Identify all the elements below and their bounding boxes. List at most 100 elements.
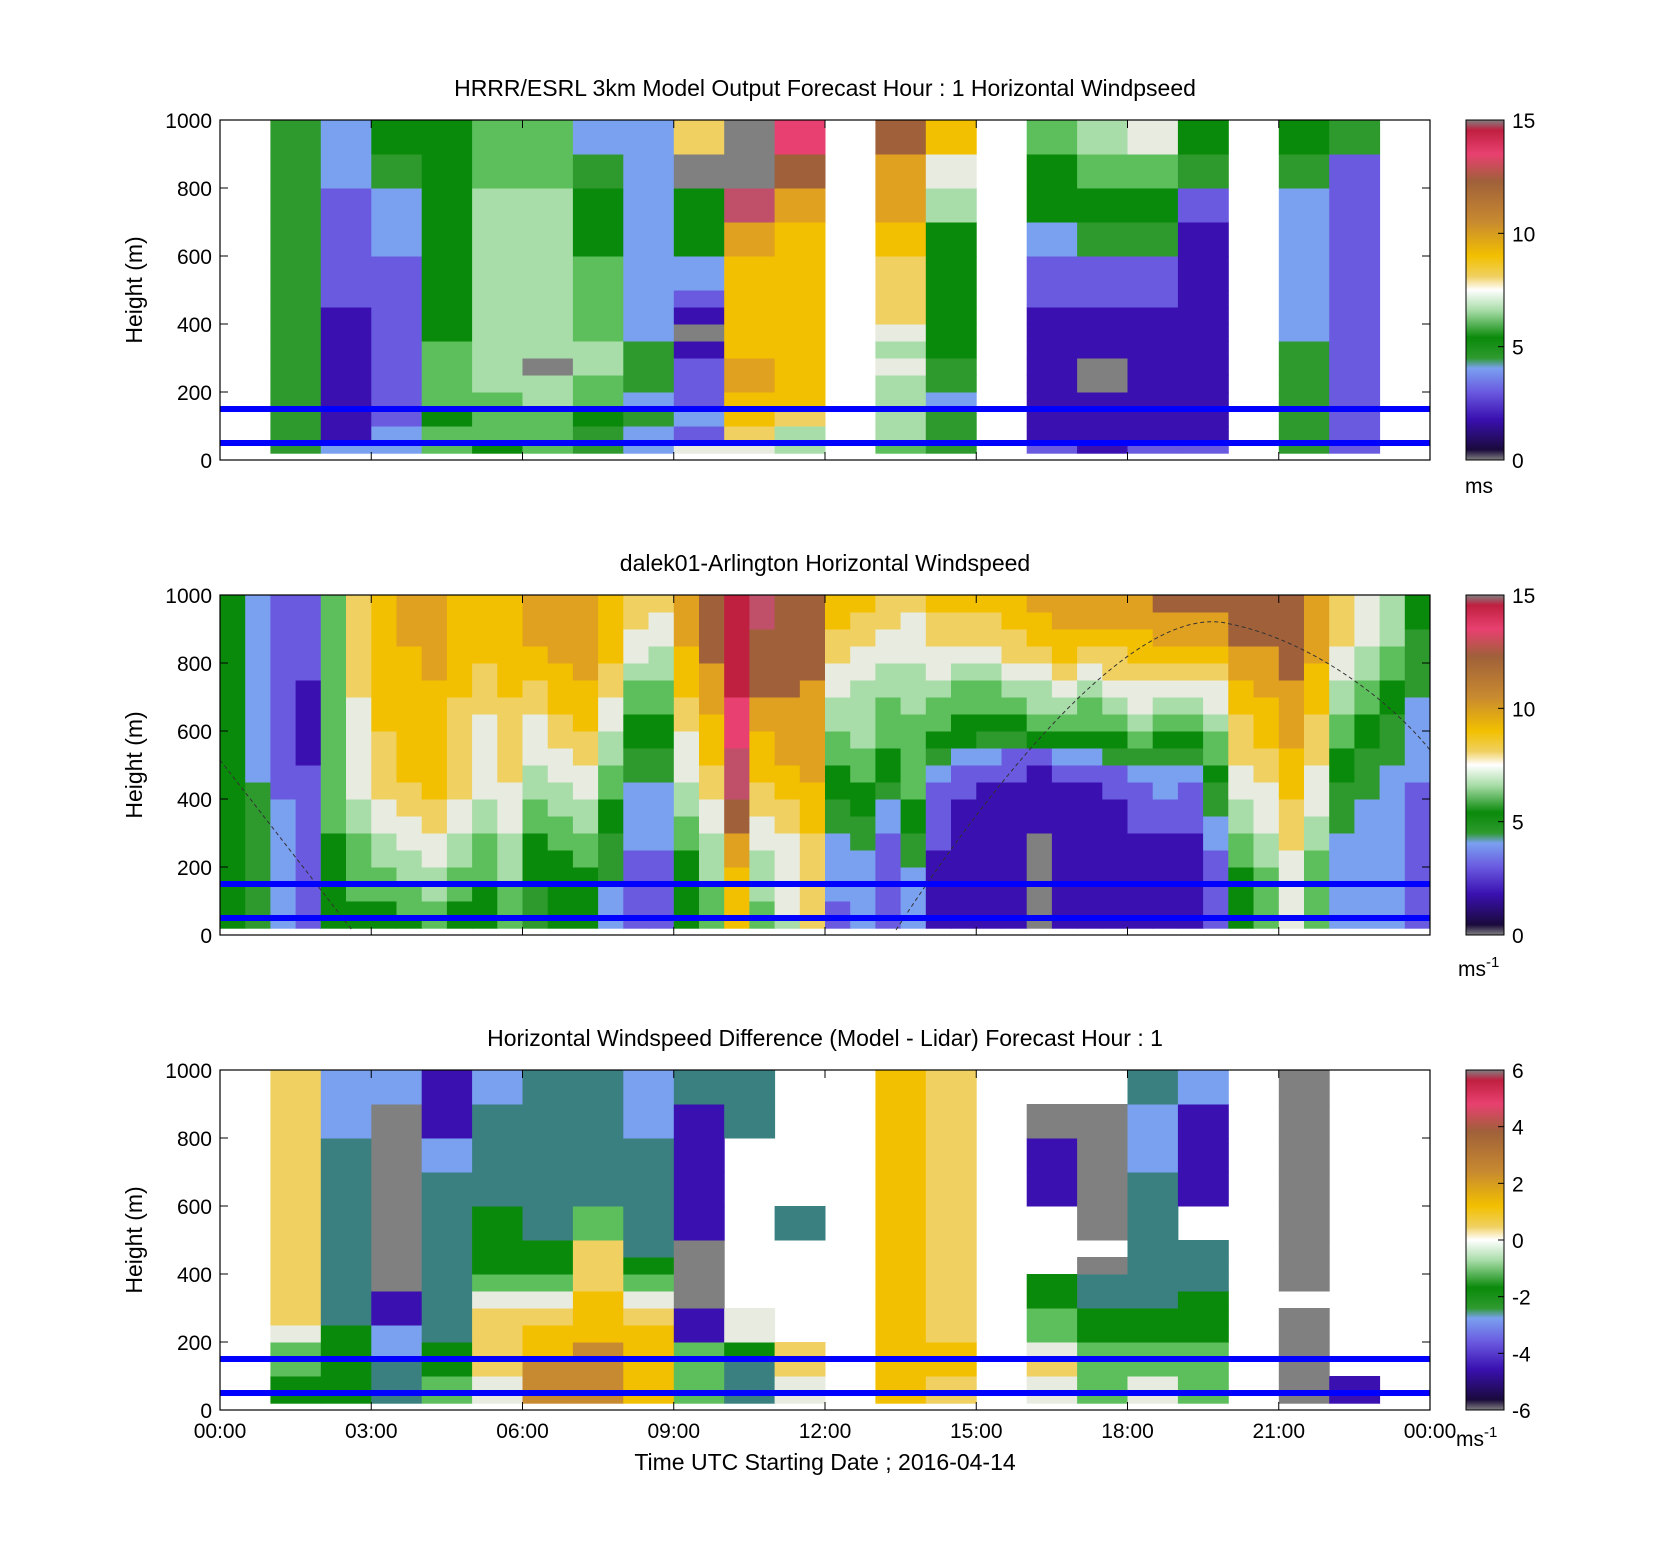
heatmap-cell <box>1253 731 1280 749</box>
heatmap-cell <box>371 1393 423 1404</box>
panel-3: Horizontal Windspeed Difference (Model -… <box>121 1025 1531 1475</box>
heatmap-cell <box>1026 443 1078 454</box>
heatmap-cell <box>320 375 372 393</box>
heatmap-cell <box>346 816 372 834</box>
heatmap-cell <box>799 629 826 647</box>
heatmap-cell <box>1329 188 1381 223</box>
heatmap-cell <box>673 1376 725 1394</box>
heatmap-cell <box>976 714 1002 732</box>
heatmap-cell <box>245 663 271 681</box>
heatmap-cell <box>1253 867 1280 885</box>
heatmap-cell <box>673 748 700 766</box>
heatmap-cell <box>522 188 574 223</box>
heatmap-cell <box>1051 782 1078 800</box>
heatmap-cell <box>472 1325 523 1343</box>
heatmap-cell <box>1203 901 1229 919</box>
heatmap-cell <box>623 120 675 155</box>
heatmap-cell <box>295 884 322 902</box>
heatmap-cell <box>623 443 675 454</box>
heatmap-cell <box>1127 358 1179 376</box>
heatmap-cell <box>925 1376 977 1394</box>
heatmap-cell <box>371 188 423 223</box>
heatmap-cell <box>1152 697 1179 715</box>
heatmap-cell <box>749 748 776 766</box>
heatmap-cell <box>1177 1172 1229 1207</box>
heatmap-cell <box>825 629 851 647</box>
heatmap-cell <box>1127 884 1154 902</box>
heatmap-cell <box>1329 629 1355 647</box>
heatmap-cell <box>825 850 851 868</box>
heatmap-cell <box>1404 731 1430 749</box>
heatmap-cell <box>220 612 246 630</box>
heatmap-cell <box>421 188 473 223</box>
heatmap-cell <box>270 188 322 223</box>
heatmap-cell <box>623 1172 675 1207</box>
heatmap-cell <box>522 443 574 454</box>
heatmap-cell <box>295 663 322 681</box>
y-tick-label: 600 <box>177 1196 212 1219</box>
heatmap-cell <box>1404 884 1430 902</box>
heatmap-cell <box>925 714 952 732</box>
heatmap-cell <box>270 409 322 427</box>
heatmap-cell <box>925 1257 977 1275</box>
heatmap-cell <box>774 901 801 919</box>
heatmap-cell <box>623 256 675 291</box>
heatmap-cell <box>472 918 498 929</box>
heatmap-cell <box>522 680 549 698</box>
heatmap-cell <box>472 748 498 766</box>
heatmap-cell <box>320 833 347 851</box>
heatmap-cell <box>1102 646 1128 664</box>
heatmap-cell <box>900 714 927 732</box>
heatmap-cell <box>724 290 776 308</box>
heatmap-cell <box>1379 646 1406 664</box>
heatmap-cell <box>1228 782 1254 800</box>
heatmap-cell <box>421 443 473 454</box>
heatmap-cell <box>371 409 423 427</box>
heatmap-cell <box>547 918 574 929</box>
heatmap-cell <box>724 765 750 783</box>
heatmap-cell <box>1228 833 1254 851</box>
heatmap-cell <box>295 765 322 783</box>
heatmap-cell <box>270 918 297 929</box>
heatmap-cell <box>1026 748 1053 766</box>
heatmap-cell <box>1253 697 1280 715</box>
heatmap-cell <box>220 680 246 698</box>
heatmap-cell <box>572 1257 624 1275</box>
heatmap-cell <box>1329 426 1381 444</box>
heatmap-cell <box>875 1342 927 1360</box>
heatmap-cell <box>900 816 927 834</box>
heatmap-cell <box>1228 595 1254 613</box>
heatmap-cell <box>270 120 322 155</box>
heatmap-cell <box>875 1070 927 1105</box>
heatmap-cell <box>1278 188 1330 223</box>
heatmap-cell <box>371 867 397 885</box>
heatmap-cell <box>547 714 574 732</box>
heatmap-cell <box>320 1274 372 1292</box>
heatmap-cell <box>1026 307 1078 325</box>
heatmap-cell <box>673 307 725 325</box>
heatmap-cell <box>371 629 397 647</box>
heatmap-cell <box>472 714 498 732</box>
heatmap-cell <box>875 782 902 800</box>
heatmap-cell <box>320 748 347 766</box>
heatmap-cell <box>1001 782 1028 800</box>
heatmap-cell <box>1026 188 1078 223</box>
heatmap-cell <box>472 782 498 800</box>
heatmap-cell <box>572 1393 624 1404</box>
heatmap-cell <box>1379 680 1406 698</box>
heatmap-cell <box>220 748 246 766</box>
heatmap-cell <box>572 884 599 902</box>
heatmap-cell <box>320 782 347 800</box>
heatmap-cell <box>446 731 473 749</box>
heatmap-cell <box>1253 629 1280 647</box>
heatmap-cell <box>1077 663 1103 681</box>
heatmap-cell <box>1077 392 1128 410</box>
heatmap-cell <box>1102 731 1128 749</box>
heatmap-cell <box>396 663 423 681</box>
heatmap-cell <box>724 256 776 291</box>
heatmap-cell <box>1354 629 1381 647</box>
heatmap-cell <box>724 731 750 749</box>
heatmap-cell <box>951 833 977 851</box>
panel-2-x-ticks <box>219 595 1431 935</box>
heatmap-cell <box>1329 867 1355 885</box>
